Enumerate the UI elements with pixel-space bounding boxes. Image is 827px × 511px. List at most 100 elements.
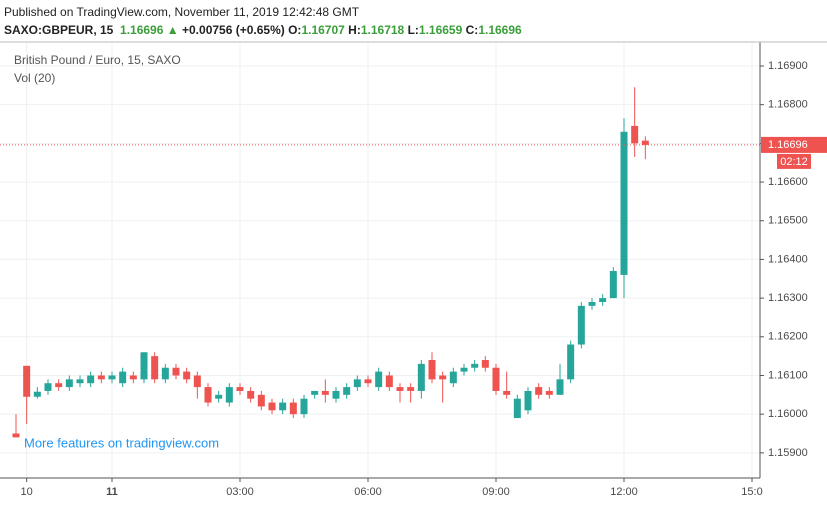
candle-body (289, 402, 297, 415)
x-tick-label: 10 (21, 486, 33, 498)
candle-body (396, 387, 404, 391)
x-tick-label: 09:00 (482, 486, 510, 498)
candle-body (215, 394, 223, 399)
y-tick-label: 1.16900 (768, 60, 808, 72)
y-tick-label: 1.16100 (768, 369, 808, 381)
l-label: L: (407, 23, 419, 37)
candle-body (567, 344, 575, 380)
x-tick-label: 12:00 (610, 486, 638, 498)
candle-body (599, 298, 607, 302)
x-tick-label: 15:0 (741, 486, 762, 498)
candle-body (129, 375, 137, 380)
candle-body (460, 367, 468, 372)
candle-body (545, 390, 553, 395)
x-tick-label: 11 (106, 486, 118, 498)
candle-body (449, 371, 457, 384)
c-label: C: (465, 23, 479, 37)
candle-body (524, 390, 532, 411)
x-tick-label: 03:00 (226, 486, 254, 498)
candle-body (620, 131, 628, 275)
candle-body (385, 375, 393, 388)
last-price-label: 1.16696 (768, 139, 808, 151)
up-arrow: ▲ (166, 23, 179, 37)
candle-body (151, 356, 159, 380)
candle-body (513, 398, 521, 419)
candle-body (503, 390, 511, 395)
last-price-box (761, 136, 827, 153)
candle-body (161, 367, 169, 380)
candle-body (12, 433, 20, 438)
candle-body (631, 125, 639, 144)
candle-body (33, 391, 41, 397)
y-tick-label: 1.16000 (768, 408, 808, 420)
candle-body (204, 387, 212, 403)
open-value: 1.16707 (301, 23, 345, 37)
candle-body (577, 305, 585, 345)
candle-body (417, 363, 425, 391)
candle-body (428, 360, 436, 380)
watermark[interactable]: More features on tradingview.com (24, 435, 219, 450)
y-tick-label: 1.16200 (768, 331, 808, 343)
chart-subtitle: Vol (20) (14, 71, 55, 85)
candle-body (364, 379, 372, 384)
candle-body (407, 387, 415, 391)
last-price: 1.16696 (120, 23, 164, 37)
candle-body (108, 375, 116, 380)
high-value: 1.16718 (360, 23, 405, 37)
candle-body (481, 360, 489, 368)
change: +0.00756 (+0.65%) (182, 23, 285, 37)
candle-body (439, 375, 447, 380)
candle-body (55, 383, 63, 388)
symbol: SAXO:GBPEUR, 15 (4, 23, 114, 37)
y-tick-label: 1.15900 (768, 447, 808, 459)
y-tick-label: 1.16500 (768, 215, 808, 227)
candle-body (87, 375, 95, 384)
close-value: 1.16696 (478, 23, 522, 37)
x-tick-label: 06:00 (354, 486, 382, 498)
y-tick-label: 1.16400 (768, 253, 808, 265)
y-tick-label: 1.16600 (768, 176, 808, 188)
y-tick-label: 1.16800 (768, 99, 808, 111)
candle-body (76, 379, 84, 384)
axes: 1.15900 1.16000 1.16100 1.16200 1.16300 1.164… (21, 60, 827, 498)
countdown: 02:12 (780, 156, 808, 168)
candle-body (332, 390, 340, 399)
quote-line: SAXO:GBPEUR, 15 1.16696 ▲ +0.00756 (+0.6… (4, 23, 522, 37)
chart-title: British Pound / Euro, 15, SAXO (14, 53, 181, 67)
candle-body (588, 301, 596, 306)
candle-body (300, 398, 308, 415)
candle-body (257, 394, 265, 407)
candle-body (119, 371, 127, 384)
candle-body (225, 387, 233, 403)
h-label: H: (348, 23, 361, 37)
candle-body (23, 365, 31, 397)
grid (0, 42, 760, 478)
candle-body (183, 371, 191, 380)
candle-body (44, 383, 52, 391)
candle-body (247, 390, 255, 399)
candle-body (311, 390, 319, 395)
o-label: O: (288, 23, 302, 37)
candle-body (535, 387, 543, 395)
candle-body (172, 367, 180, 376)
candle-body (65, 379, 73, 388)
candle-body (353, 379, 361, 388)
candle-body (236, 387, 244, 391)
y-tick-label: 1.16300 (768, 292, 808, 304)
candle-body (375, 371, 383, 388)
candle-body (492, 367, 500, 391)
candle-body (556, 379, 564, 395)
candle-body (97, 375, 105, 380)
candle-body (471, 363, 479, 368)
published-line: Published on TradingView.com, November 1… (4, 5, 360, 19)
low-value: 1.16659 (418, 23, 463, 37)
candle-body (641, 140, 649, 145)
candle-body (140, 352, 148, 380)
candle-body (343, 387, 351, 395)
candle-body (193, 375, 201, 388)
candle-body (321, 390, 329, 395)
plot-area (0, 87, 760, 438)
candle-body (609, 271, 617, 299)
